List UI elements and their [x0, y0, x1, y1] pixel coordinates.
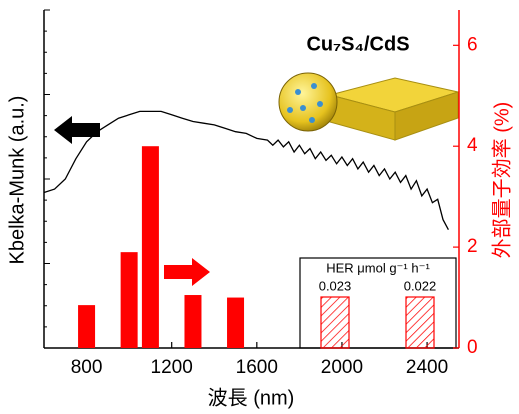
x-tick-label: 2000 [321, 357, 363, 378]
y2-tick-label: 0 [467, 337, 478, 358]
y2-tick-label: 4 [467, 135, 478, 156]
y2-axis-title: 外部量子効率 (%) [490, 102, 513, 259]
right-arrow [164, 258, 210, 286]
x-tick-label: 800 [71, 357, 103, 378]
x-tick-label: 2400 [406, 357, 448, 378]
x-axis-title: 波長 (nm) [208, 386, 295, 409]
inset-title: HER μmol g⁻¹ h⁻¹ [326, 260, 430, 275]
hatch-swatch [405, 296, 435, 349]
eqe-bar [120, 252, 138, 348]
x-tick-label: 1600 [236, 357, 278, 378]
inset-value: 0.023 [319, 278, 352, 293]
hatch-swatch [320, 296, 350, 349]
inset-value: 0.022 [404, 278, 437, 293]
eqe-bar [227, 297, 245, 348]
eqe-bar [184, 295, 202, 348]
y-axis-title: Kbelka-Munk (a.u.) [6, 96, 28, 265]
annotation: Cu₇S₄/CdS [306, 33, 409, 55]
y2-tick-label: 2 [467, 236, 478, 257]
eqe-bar [141, 146, 159, 348]
spectrum-line [43, 110, 449, 231]
illustration [278, 72, 460, 141]
left-arrow [54, 116, 100, 144]
y2-tick-label: 6 [467, 34, 478, 55]
x-tick-label: 1200 [151, 357, 193, 378]
eqe-bar [78, 305, 96, 348]
